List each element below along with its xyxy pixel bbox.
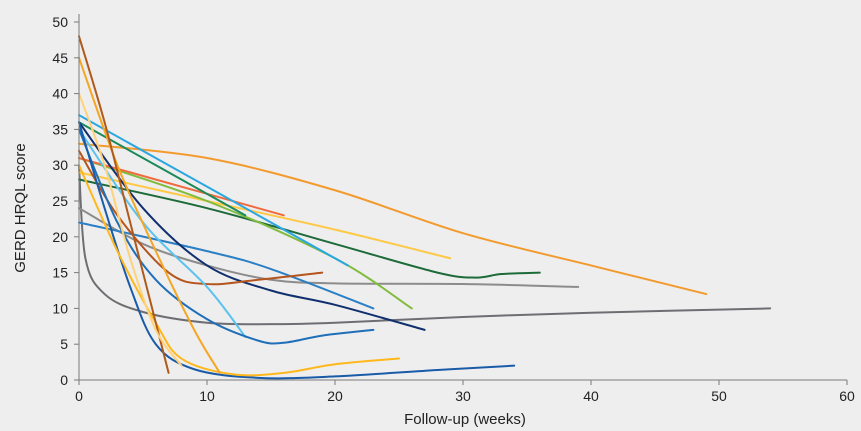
x-tick-label: 60 bbox=[839, 388, 855, 404]
x-tick-label: 10 bbox=[199, 388, 215, 404]
series-line-19 bbox=[78, 92, 183, 367]
x-tick-label: 30 bbox=[455, 388, 471, 404]
y-tick-label: 35 bbox=[52, 121, 68, 137]
series-line-6 bbox=[78, 157, 413, 310]
series-line-4 bbox=[78, 207, 580, 288]
x-tick-label: 20 bbox=[327, 388, 343, 404]
x-axis-title: Follow-up (weeks) bbox=[404, 411, 526, 428]
y-tick-label: 50 bbox=[52, 14, 68, 30]
series-line-5 bbox=[78, 171, 452, 260]
y-tick-label: 5 bbox=[60, 336, 68, 352]
y-tick-label: 45 bbox=[52, 50, 68, 66]
series-layer bbox=[78, 35, 772, 380]
y-tick-label: 30 bbox=[52, 157, 68, 173]
series-line-13 bbox=[78, 128, 247, 339]
axes-layer: 0 5 10 15 20 25 30 35 40 45 50 0 10 20 30 40 50 60 bbox=[52, 14, 855, 404]
y-tick-label: 15 bbox=[52, 265, 68, 281]
x-tick-label: 0 bbox=[75, 388, 83, 404]
x-tick-label: 50 bbox=[711, 388, 727, 404]
series-line-14 bbox=[78, 128, 375, 345]
y-tick-label: 10 bbox=[52, 300, 68, 316]
y-tick-label: 25 bbox=[52, 193, 68, 209]
y-axis-title: GERD HRQL score bbox=[12, 143, 29, 272]
series-line-8 bbox=[78, 114, 349, 267]
series-line-3 bbox=[78, 178, 541, 279]
series-line-12 bbox=[78, 149, 324, 286]
series-line-16 bbox=[78, 164, 400, 377]
y-tick-label: 40 bbox=[52, 86, 68, 102]
y-tick-label: 20 bbox=[52, 229, 68, 245]
series-line-1 bbox=[78, 142, 708, 296]
series-line-17 bbox=[78, 56, 221, 374]
x-tick-label: 40 bbox=[583, 388, 599, 404]
series-line-18 bbox=[78, 35, 170, 374]
series-line-2 bbox=[78, 164, 772, 326]
series-line-15 bbox=[78, 121, 516, 380]
y-tick-label: 0 bbox=[60, 372, 68, 388]
